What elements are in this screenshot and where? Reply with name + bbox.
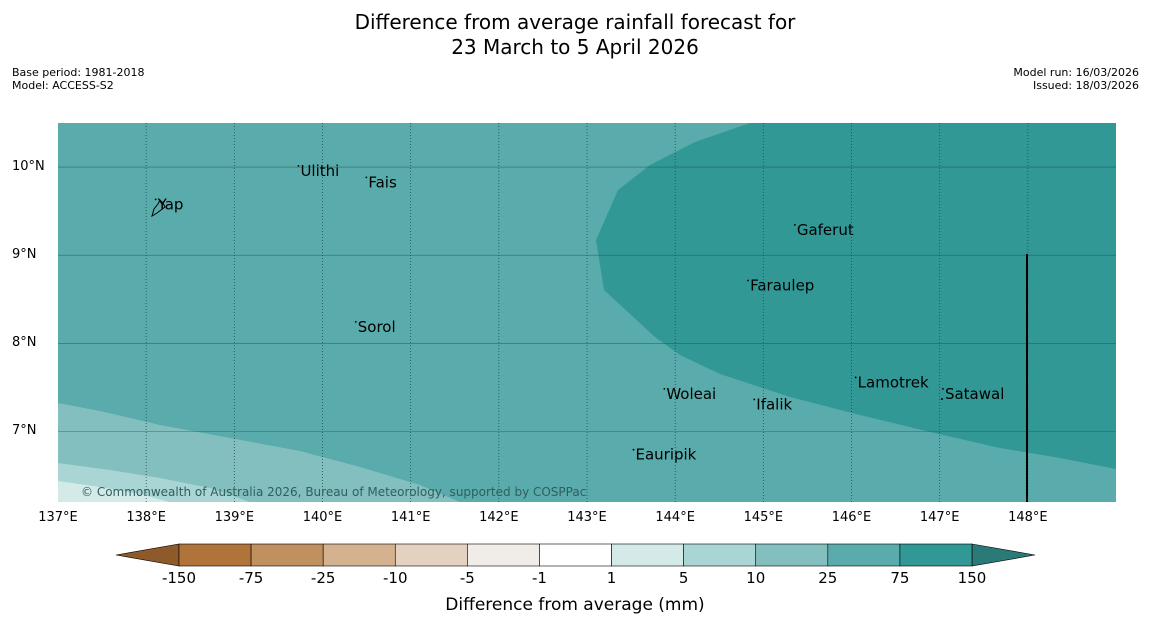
colorbar-tick: 1 bbox=[607, 569, 617, 587]
model-run: Model run: 16/03/2026 bbox=[1013, 66, 1139, 79]
colorbar-tick: -1 bbox=[532, 569, 547, 587]
islet-marks bbox=[154, 164, 944, 451]
colorbar-tick: 5 bbox=[679, 569, 689, 587]
lon-label: 145°E bbox=[743, 510, 784, 525]
place-label-fais: Fais bbox=[368, 173, 397, 191]
place-labels: Ulithi Fais Yap Gaferut Faraulep Sorol Lamotre… bbox=[157, 162, 1005, 464]
lon-label: 140°E bbox=[302, 510, 343, 525]
colorbar-tick: 10 bbox=[746, 569, 765, 587]
meta-right: Model run: 16/03/2026 Issued: 18/03/2026 bbox=[1013, 66, 1139, 92]
islet-ifalik bbox=[753, 398, 756, 401]
colorbar-segment bbox=[322, 543, 396, 567]
lat-label: 7°N bbox=[12, 423, 37, 439]
colorbar-segment bbox=[539, 543, 612, 567]
colorbar-tick: -75 bbox=[239, 569, 264, 587]
low-region-3 bbox=[58, 481, 170, 502]
model-name: Model: ACCESS-S2 bbox=[12, 79, 114, 92]
lon-label: 138°E bbox=[126, 510, 166, 525]
base-period: Base period: 1981-2018 bbox=[12, 66, 145, 79]
place-label-faraulep: Faraulep bbox=[750, 276, 814, 294]
lat-label: 10°N bbox=[12, 159, 45, 175]
colorbar-tick: 25 bbox=[818, 569, 837, 587]
colorbar-tick: -25 bbox=[311, 569, 336, 587]
colorbar-under-arrow bbox=[115, 543, 180, 567]
colorbar-tick: 150 bbox=[958, 569, 987, 587]
islet-yap bbox=[154, 198, 157, 201]
colorbar-segment bbox=[250, 543, 324, 567]
lon-label: 137°E bbox=[38, 510, 78, 525]
lon-label: 147°E bbox=[919, 510, 960, 525]
yap-island-outline bbox=[151, 199, 166, 218]
colorbar-segment bbox=[394, 543, 468, 567]
title-line-2: 23 March to 5 April 2026 bbox=[451, 35, 699, 59]
islet-woleai bbox=[663, 387, 666, 390]
islet-gaferut bbox=[793, 224, 796, 226]
colorbar-segment bbox=[178, 543, 252, 567]
colorbar-segment bbox=[611, 543, 684, 567]
islet-sorol bbox=[354, 320, 357, 323]
place-label-gaferut: Gaferut bbox=[797, 221, 854, 239]
colorbar-tick: 75 bbox=[890, 569, 909, 587]
place-label-sorol: Sorol bbox=[358, 318, 396, 336]
islet-satawal bbox=[942, 387, 944, 390]
lon-label: 146°E bbox=[831, 510, 872, 525]
meta-left: Base period: 1981-2018 Model: ACCESS-S2 bbox=[12, 66, 144, 92]
high-region bbox=[596, 123, 1116, 469]
low-region-1 bbox=[58, 403, 460, 502]
graticule bbox=[58, 123, 1116, 502]
place-label-lamotrek: Lamotrek bbox=[858, 373, 929, 391]
lon-label: 144°E bbox=[655, 510, 695, 525]
colorbar: -150 -75 -25 -10 -5 -1 1 5 10 25 75 150 Difference … bbox=[115, 543, 1036, 615]
issued-date: Issued: 18/03/2026 bbox=[1032, 79, 1139, 92]
lon-label: 139°E bbox=[214, 510, 255, 525]
place-label-ifalik: Ifalik bbox=[756, 395, 792, 413]
islet-faraulep bbox=[747, 279, 750, 282]
colorbar-tick: -150 bbox=[162, 569, 196, 587]
islet-unnamed bbox=[941, 398, 943, 400]
lat-label: 9°N bbox=[12, 247, 37, 263]
islet-ulithi bbox=[297, 164, 300, 167]
place-label-eauripik: Eauripik bbox=[635, 446, 696, 464]
lon-label: 142°E bbox=[479, 510, 519, 525]
colorbar-segment bbox=[827, 543, 901, 567]
lat-label: 8°N bbox=[12, 335, 37, 351]
place-label-yap: Yap bbox=[157, 195, 184, 213]
lon-label: 148°E bbox=[1008, 510, 1048, 525]
islet-lamotrek bbox=[854, 376, 857, 379]
title-line-1: Difference from average rainfall forecas… bbox=[354, 10, 796, 34]
map-fill: © Commonwealth of Australia 2026, Bureau… bbox=[58, 123, 1116, 502]
colorbar-segment bbox=[899, 543, 973, 567]
chart-title: Difference from average rainfall forecas… bbox=[0, 10, 1150, 60]
colorbar-title: Difference from average (mm) bbox=[445, 595, 704, 615]
colorbar-tick: -10 bbox=[383, 569, 408, 587]
place-label-satawal: Satawal bbox=[945, 385, 1004, 403]
colorbar-segment bbox=[467, 543, 540, 567]
place-label-ulithi: Ulithi bbox=[300, 162, 339, 180]
islet-fais bbox=[365, 176, 368, 179]
place-label-woleai: Woleai bbox=[666, 385, 716, 403]
lon-label: 141°E bbox=[390, 510, 431, 525]
islet-eauripik bbox=[632, 448, 635, 451]
colorbar-tick: -5 bbox=[460, 569, 475, 587]
copyright-notice: © Commonwealth of Australia 2026, Bureau… bbox=[81, 485, 586, 499]
colorbar-over-arrow bbox=[971, 543, 1036, 567]
lon-label: 143°E bbox=[567, 510, 607, 525]
colorbar-segment bbox=[755, 543, 829, 567]
colorbar-segment bbox=[683, 543, 757, 567]
